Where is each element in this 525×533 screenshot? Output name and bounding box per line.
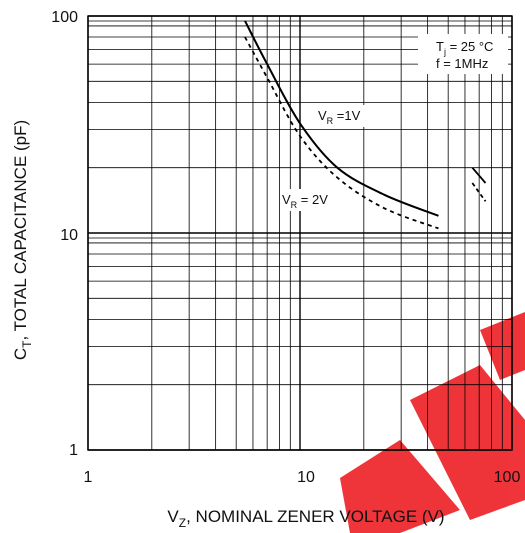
vr2-label-bg — [280, 189, 342, 211]
freq-annotation: f = 1MHz — [436, 56, 488, 71]
y-tick-label-10: 10 — [60, 227, 78, 244]
series-line-vr-1v — [244, 20, 439, 217]
x-tick-label-1: 1 — [84, 469, 93, 486]
grid — [87, 15, 513, 451]
break-mark-2 — [471, 182, 487, 202]
series-line-vr-2v — [244, 36, 439, 230]
watermark-shape-1 — [340, 440, 460, 533]
vr2-label: VR = 2V — [282, 192, 328, 210]
plot-frame — [87, 15, 513, 451]
watermark-logo — [340, 312, 525, 533]
y-axis-title: CT, TOTAL CAPACITANCE (pF) — [11, 120, 34, 360]
watermark-shape-2 — [410, 365, 525, 520]
x-tick-label-100: 100 — [494, 469, 521, 486]
x-axis-title: VZ, NOMINAL ZENER VOLTAGE (V) — [167, 507, 444, 530]
tj-annotation: Tj = 25 °C — [436, 39, 493, 57]
x-tick-label-10: 10 — [297, 469, 315, 486]
annotation-box — [418, 34, 508, 74]
vr1-label-bg — [316, 105, 374, 127]
y-tick-label-1: 1 — [69, 442, 78, 459]
curves — [244, 20, 487, 230]
break-mark-1 — [471, 167, 487, 184]
vr1-label: VR =1V — [318, 108, 361, 126]
y-tick-label-100: 100 — [51, 9, 78, 26]
